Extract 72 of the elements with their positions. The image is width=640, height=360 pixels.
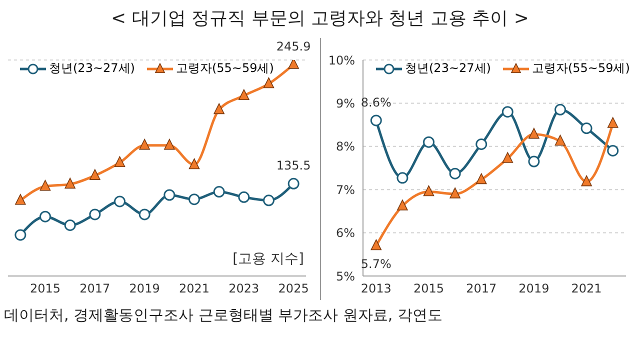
- x-tick-label: 2015: [413, 282, 444, 296]
- point: [449, 168, 461, 180]
- point: [554, 134, 566, 146]
- legend-label: 고령자(55~59세): [176, 60, 274, 77]
- point: [423, 136, 434, 148]
- point: [40, 210, 51, 222]
- x-tick-label: 2021: [178, 282, 210, 296]
- point: [580, 122, 592, 134]
- data-label: 245.9: [276, 39, 311, 54]
- x-tick-label: 2017: [80, 282, 110, 296]
- point: [607, 144, 619, 156]
- point: [139, 138, 150, 150]
- point: [607, 117, 618, 128]
- point: [581, 175, 592, 186]
- point: [90, 169, 100, 180]
- point: [164, 138, 175, 150]
- legend-label: 청년(23~27세): [405, 60, 491, 77]
- point: [64, 178, 76, 189]
- y-tick-label: 6%: [336, 226, 355, 240]
- point: [238, 89, 250, 100]
- point: [397, 200, 408, 210]
- point: [554, 104, 566, 116]
- x-tick-label: 2025: [278, 282, 309, 296]
- point: [502, 106, 514, 118]
- point: [114, 156, 126, 167]
- data-label: 135.5: [276, 158, 311, 173]
- y-tick-label: 8%: [336, 140, 355, 154]
- legend-label: 고령자(55~59세): [532, 60, 630, 77]
- y-tick-label: 9%: [336, 96, 355, 110]
- point: [528, 156, 540, 168]
- text: 데이터처, 경제활동인구조사 근로형태별 부가조사 원자료, 각연도: [3, 305, 444, 325]
- legend-label: 청년(23~27세): [49, 60, 135, 77]
- x-tick-label: 2019: [129, 282, 160, 296]
- point: [188, 158, 200, 170]
- point: [238, 191, 250, 203]
- x-tick-label: 2015: [30, 282, 61, 296]
- point: [288, 178, 300, 190]
- point: [476, 138, 488, 150]
- point: [476, 173, 487, 184]
- x-tick-label: 2021: [571, 282, 602, 296]
- chart-title: < 대기업 정규직 부문의 고령자와 청년 고용 추이 >: [110, 7, 530, 31]
- point: [64, 219, 76, 231]
- x-tick-label: 2019: [518, 282, 550, 296]
- point: [263, 77, 274, 88]
- y-tick-label: 5%: [336, 269, 355, 284]
- point: [114, 196, 126, 208]
- point: [396, 172, 408, 184]
- point: [370, 114, 382, 126]
- x-tick-label: 2017: [466, 282, 497, 296]
- point: [188, 194, 200, 206]
- point: [288, 60, 299, 69]
- point: [370, 239, 382, 250]
- point: [502, 152, 514, 163]
- point: [214, 103, 224, 114]
- point: [450, 188, 460, 198]
- point: [528, 128, 540, 139]
- x-tick-label: 2023: [228, 282, 260, 296]
- point: [15, 194, 26, 205]
- y-tick-label: 10%: [328, 53, 355, 68]
- x-tick-label: 2013: [360, 282, 392, 296]
- data-label: 5.7%: [360, 256, 392, 271]
- data-label: 8.6%: [360, 95, 392, 110]
- point: [40, 180, 51, 191]
- point: [14, 229, 26, 241]
- y-tick-label: 7%: [336, 182, 355, 197]
- point: [213, 186, 225, 198]
- point: [263, 194, 274, 206]
- annotation: [고용 지수]: [232, 250, 304, 268]
- point: [138, 208, 150, 220]
- point: [164, 189, 176, 201]
- point: [89, 208, 101, 220]
- point: [423, 185, 434, 196]
